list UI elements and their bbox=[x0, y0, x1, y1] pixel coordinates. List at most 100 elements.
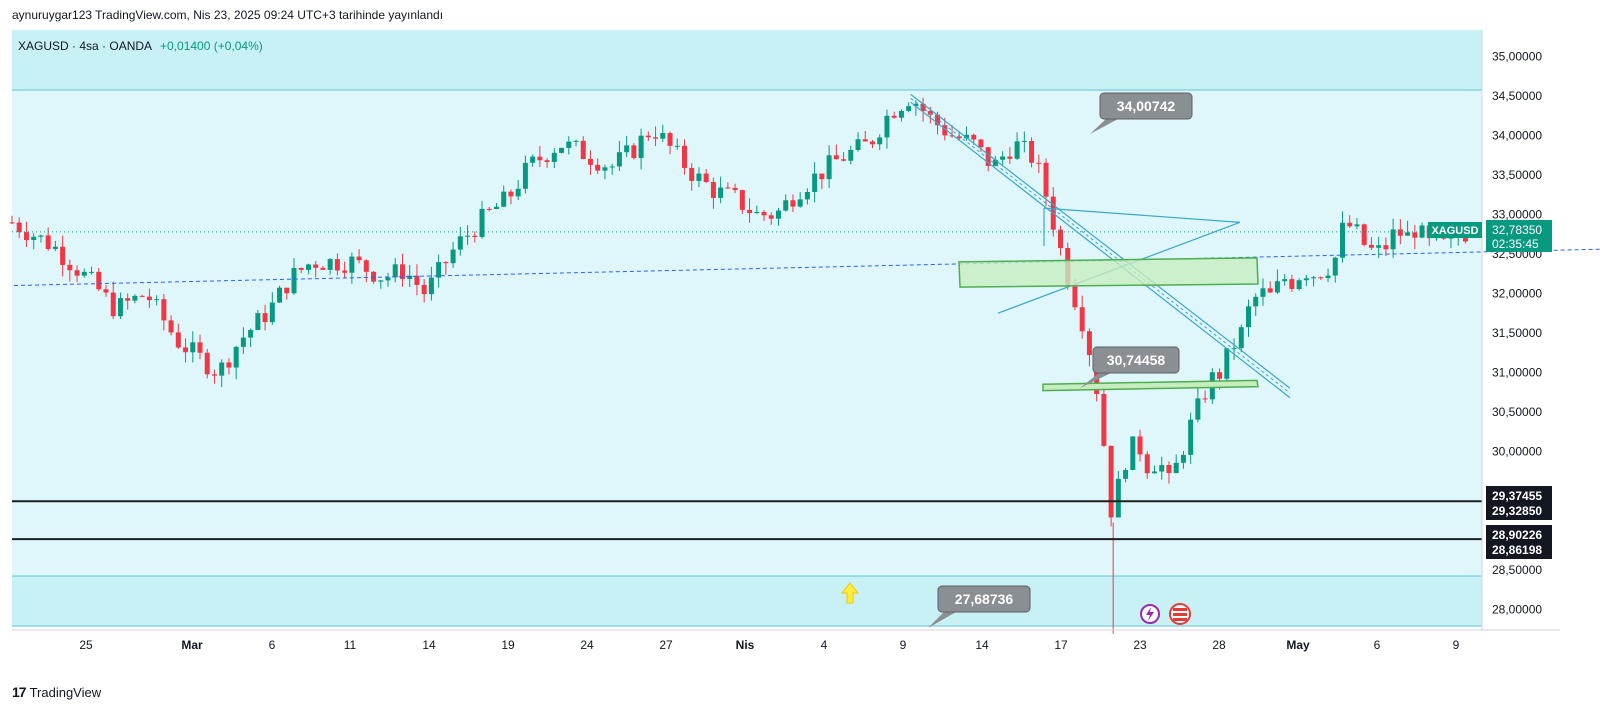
candle-up bbox=[1231, 348, 1237, 350]
candle-up bbox=[1246, 306, 1252, 328]
x-tick-label: Nis bbox=[736, 638, 755, 652]
candle-down bbox=[833, 155, 839, 160]
candle-up bbox=[602, 167, 608, 171]
callout-mid[interactable]: 30,74458 bbox=[1080, 346, 1180, 388]
candle-up bbox=[1274, 281, 1280, 293]
y-tick-label: 34,00000 bbox=[1492, 128, 1542, 142]
callout-low[interactable]: 27,68736 bbox=[928, 585, 1031, 628]
candle-up bbox=[1332, 257, 1338, 276]
candle-up bbox=[783, 200, 789, 211]
candle-up bbox=[1180, 454, 1186, 463]
candle-down bbox=[211, 374, 217, 376]
candle-up bbox=[848, 149, 854, 161]
down-channel-upper bbox=[910, 93, 1291, 389]
candle-up bbox=[457, 236, 463, 250]
candle-up bbox=[154, 299, 160, 301]
callout-mid-label: 30,74458 bbox=[1107, 352, 1166, 368]
y-tick-label: 28,00000 bbox=[1492, 602, 1542, 616]
price-chart[interactable]: 35,00000 34,50000 34,00000 33,50000 33,00000… bbox=[0, 0, 1600, 680]
candle-down bbox=[226, 362, 232, 368]
event-flash-icon[interactable] bbox=[1140, 604, 1160, 624]
candle-down bbox=[927, 111, 933, 115]
y-tick-label: 33,00000 bbox=[1492, 207, 1542, 221]
candle-up bbox=[89, 271, 95, 273]
candle-up bbox=[674, 145, 680, 147]
candle-up bbox=[718, 187, 724, 198]
candle-up bbox=[1448, 237, 1454, 239]
candle-up bbox=[1340, 222, 1346, 258]
candle-up bbox=[233, 346, 239, 368]
candle-up bbox=[219, 362, 225, 376]
candle-down bbox=[1079, 307, 1085, 332]
candle-up bbox=[450, 249, 456, 264]
flag-stripe-3 bbox=[1173, 618, 1187, 621]
long-trend-line bbox=[13, 248, 1600, 287]
callout-high[interactable]: 34,00742 bbox=[1090, 92, 1193, 134]
candle-up bbox=[1390, 229, 1396, 250]
candle-down bbox=[667, 133, 673, 146]
candle-down bbox=[949, 135, 955, 137]
candle-up bbox=[327, 259, 333, 270]
flag-stripe-1 bbox=[1173, 608, 1187, 611]
y-tick-label: 35,00000 bbox=[1492, 49, 1542, 63]
candle-down bbox=[587, 158, 593, 165]
candle-down bbox=[631, 145, 637, 159]
x-tick-label: 25 bbox=[79, 638, 93, 652]
x-tick-label: 14 bbox=[422, 638, 436, 652]
candle-down bbox=[580, 140, 586, 159]
candle-up bbox=[906, 106, 912, 111]
candle-up bbox=[551, 152, 557, 163]
x-tick-label: 4 bbox=[821, 638, 828, 652]
candle-down bbox=[732, 187, 738, 191]
support-label-lower-box bbox=[1486, 525, 1552, 559]
candle-down bbox=[508, 191, 514, 197]
candle-down bbox=[175, 332, 181, 348]
candle-down bbox=[443, 262, 449, 264]
x-tick-label: Mar bbox=[181, 638, 203, 652]
callout-low-box bbox=[937, 585, 1031, 613]
candle-down bbox=[320, 267, 326, 270]
candle-up bbox=[1260, 288, 1266, 297]
bottom-zone bbox=[12, 576, 1482, 626]
candle-up bbox=[240, 337, 246, 347]
x-tick-label: 11 bbox=[344, 638, 357, 652]
y-tick-label: 28,50000 bbox=[1492, 563, 1542, 577]
candle-up bbox=[1130, 436, 1136, 470]
y-tick-label: 30,50000 bbox=[1492, 405, 1542, 419]
candle-up bbox=[479, 208, 485, 238]
y-tick-label: 30,00000 bbox=[1492, 444, 1542, 458]
candle-down bbox=[103, 289, 109, 293]
callout-mid-pointer bbox=[1080, 373, 1111, 388]
candle-down bbox=[60, 246, 66, 265]
event-flag-icon[interactable] bbox=[1169, 603, 1191, 625]
candle-down bbox=[819, 173, 825, 180]
candle-down bbox=[146, 296, 152, 301]
candle-up bbox=[378, 280, 384, 282]
flag-stripe-2 bbox=[1173, 613, 1187, 616]
candle-down bbox=[67, 264, 73, 271]
candle-up bbox=[1195, 398, 1201, 420]
candle-up bbox=[913, 103, 919, 107]
candle-down bbox=[1043, 162, 1049, 197]
candle-up bbox=[1000, 156, 1006, 160]
candle-down bbox=[1094, 355, 1100, 394]
candle-up bbox=[660, 133, 666, 139]
tradingview-footer: 17 TradingView bbox=[12, 684, 101, 700]
candle-down bbox=[869, 141, 875, 145]
candle-down bbox=[1383, 245, 1389, 250]
candle-down bbox=[891, 115, 897, 118]
candle-down bbox=[1072, 285, 1078, 308]
candle-up bbox=[392, 264, 398, 278]
candle-up bbox=[559, 147, 565, 153]
y-tick-label: 33,50000 bbox=[1492, 168, 1542, 182]
price-tag-box bbox=[1486, 220, 1552, 252]
candle-down bbox=[183, 347, 189, 353]
candle-up bbox=[1188, 419, 1194, 455]
down-channel-lower bbox=[910, 101, 1291, 399]
x-tick-label: 14 bbox=[975, 638, 989, 652]
callout-high-label: 34,00742 bbox=[1117, 98, 1176, 114]
candle-up bbox=[754, 211, 760, 214]
x-tick-label: 27 bbox=[659, 638, 673, 652]
candle-up bbox=[522, 162, 528, 189]
